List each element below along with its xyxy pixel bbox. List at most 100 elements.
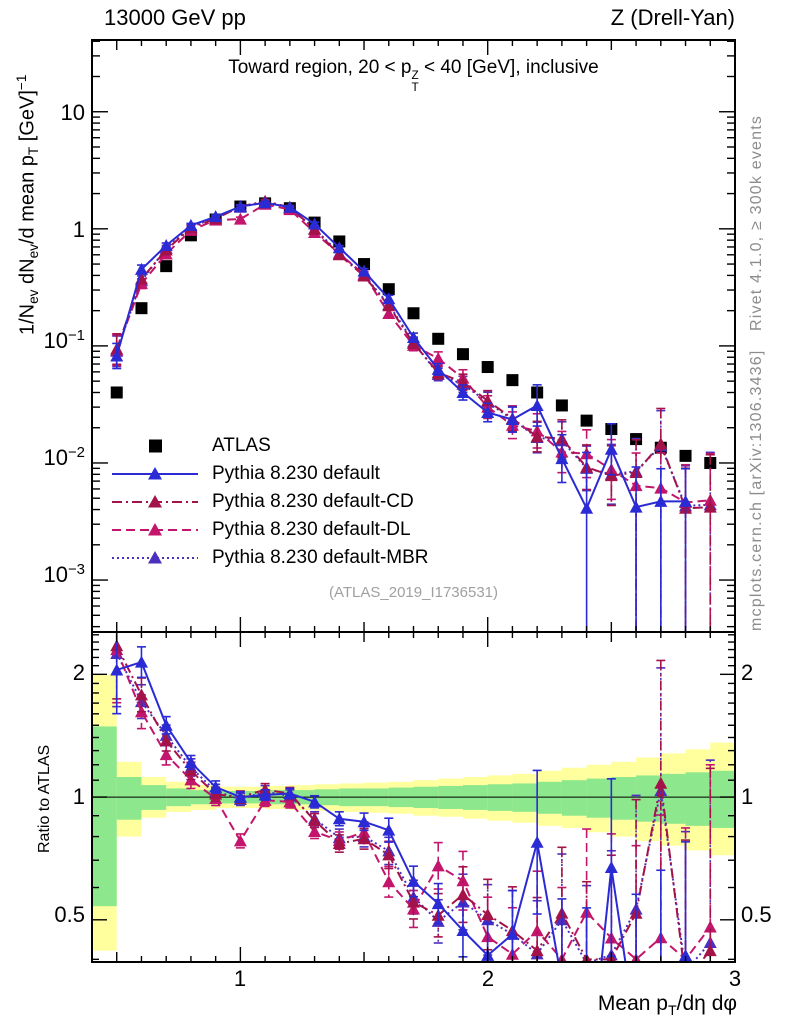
marker-square: [407, 307, 420, 320]
legend-marker-atlas: [149, 439, 162, 453]
green-band-bin: [512, 783, 538, 812]
xtick-1: 1: [233, 966, 247, 991]
marker-triangle: [679, 965, 692, 977]
legend-samples: [112, 439, 198, 564]
series-line-cd: [115, 200, 711, 510]
legend-label-dl: Pythia 8.230 default-DL: [212, 519, 411, 540]
axis-ticks: [92, 40, 735, 962]
marker-triangle: [159, 748, 173, 761]
marker-triangle: [481, 908, 495, 921]
marker-triangle: [456, 385, 470, 398]
ratio-tick-right-2: 2: [741, 660, 754, 685]
marker-triangle: [555, 976, 568, 988]
marker-triangle: [332, 812, 346, 825]
marker-triangle: [530, 835, 544, 848]
series-line-dl: [115, 203, 711, 504]
green-band-bin: [636, 775, 661, 822]
marker-triangle: [481, 405, 495, 418]
ytick-1e-3: 10−3: [43, 561, 85, 588]
marker-triangle: [134, 688, 148, 701]
ratio-tick-right-0p5: 0.5: [741, 902, 772, 927]
marker-square: [160, 260, 173, 273]
marker-triangle: [184, 218, 198, 231]
marker-triangle: [382, 299, 396, 312]
marker-square: [382, 283, 395, 296]
marker-triangle: [110, 349, 124, 362]
ytick-1e-2: 10−2: [43, 444, 85, 471]
series-line-mbr: [115, 200, 711, 507]
marker-triangle: [431, 897, 445, 910]
xtick-2: 2: [481, 966, 495, 991]
marker-square: [580, 414, 593, 427]
marker-triangle: [209, 210, 223, 223]
ratio-series-default: [110, 632, 693, 989]
ratio-series: [110, 632, 717, 989]
marker-triangle: [456, 888, 470, 901]
legend-label-cd: Pythia 8.230 default-CD: [212, 491, 414, 512]
marker-square: [481, 361, 494, 374]
ratio-tick-right-1: 1: [741, 784, 754, 809]
marker-triangle: [703, 944, 717, 957]
series-mbr: [110, 195, 717, 632]
marker-triangle: [530, 944, 544, 957]
x-axis-title: Mean pT/dη dφ: [597, 992, 737, 1019]
marker-triangle: [332, 241, 346, 254]
marker-triangle: [382, 292, 396, 305]
marker-triangle: [159, 734, 173, 747]
marker-triangle: [431, 352, 445, 365]
ytick-1: 1: [72, 217, 85, 243]
marker-triangle: [283, 787, 297, 800]
legend-marker-mbr: [148, 551, 162, 564]
marker-triangle: [505, 413, 519, 426]
legend-marker-default: [148, 467, 162, 480]
marker-triangle: [357, 264, 371, 277]
marker-triangle: [604, 442, 618, 455]
marker-square: [135, 302, 148, 315]
main-series: [110, 194, 717, 632]
marker-triangle: [382, 823, 396, 836]
marker-triangle: [431, 859, 445, 872]
xtick-3: 3: [728, 966, 742, 991]
marker-triangle: [505, 927, 519, 940]
marker-triangle: [233, 212, 247, 225]
ytick-10: 10: [60, 100, 85, 126]
green-band-bin: [611, 776, 637, 820]
marker-triangle: [382, 848, 396, 861]
marker-square: [555, 399, 568, 412]
marker-triangle: [654, 776, 668, 789]
marker-triangle: [357, 815, 371, 828]
marker-triangle: [357, 832, 371, 845]
analysis-watermark: (ATLAS_2019_I1736531): [328, 584, 498, 601]
marker-triangle: [258, 788, 272, 801]
marker-triangle: [308, 217, 322, 230]
marker-triangle: [431, 362, 445, 375]
marker-triangle: [332, 837, 346, 850]
marker-triangle: [703, 500, 717, 513]
marker-square: [432, 332, 445, 345]
ratio-tick-left-2: 2: [72, 660, 85, 685]
legend-marker-dl: [148, 523, 162, 536]
marker-triangle: [604, 861, 618, 874]
marker-square: [110, 386, 123, 399]
marker-triangle: [209, 780, 223, 793]
series-cd: [110, 194, 717, 632]
green-band-bin: [586, 778, 612, 818]
green-band-bin: [116, 776, 142, 820]
green-band-bin: [710, 770, 735, 828]
marker-triangle: [407, 895, 420, 908]
marker-triangle: [332, 248, 346, 261]
marker-triangle: [407, 874, 420, 887]
marker-triangle: [456, 924, 470, 937]
marker-triangle: [308, 825, 322, 838]
marker-triangle: [407, 330, 420, 343]
marker-square: [506, 374, 519, 387]
marker-triangle: [184, 755, 198, 768]
ratio-tick-left-0p5: 0.5: [54, 902, 85, 927]
marker-triangle: [654, 494, 668, 507]
marker-triangle: [654, 977, 667, 989]
green-band-bin: [561, 780, 587, 816]
series-default: [110, 196, 693, 632]
